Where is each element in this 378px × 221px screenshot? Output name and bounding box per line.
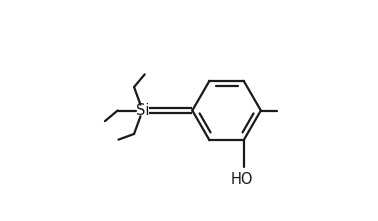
Text: Si: Si: [136, 103, 149, 118]
Text: HO: HO: [230, 172, 253, 187]
